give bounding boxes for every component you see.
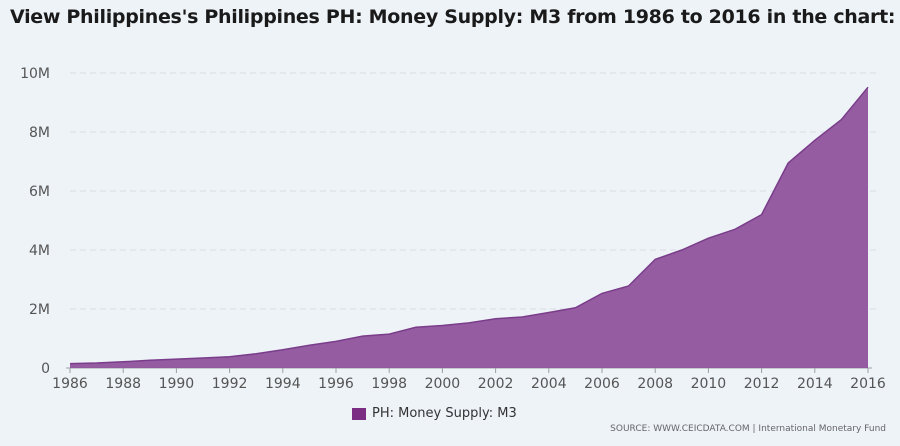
- data-point[interactable]: [120, 359, 126, 365]
- data-point[interactable]: [705, 235, 711, 241]
- data-point[interactable]: [812, 137, 818, 143]
- x-tick-label: 2000: [425, 376, 461, 392]
- data-point[interactable]: [94, 360, 100, 366]
- y-tick-label: 6M: [29, 184, 50, 200]
- data-point[interactable]: [679, 247, 685, 253]
- source-note: SOURCE: WWW.CEICDATA.COM | International…: [610, 424, 886, 434]
- y-tick-label: 0: [41, 361, 50, 377]
- x-tick-label: 2016: [850, 376, 886, 392]
- legend[interactable]: PH: Money Supply: M3: [352, 406, 517, 421]
- data-point[interactable]: [759, 212, 765, 218]
- x-tick-label: 1992: [212, 376, 248, 392]
- series-area: [67, 84, 871, 368]
- data-point[interactable]: [227, 354, 233, 360]
- y-tick-label: 8M: [29, 125, 50, 141]
- data-point[interactable]: [652, 256, 658, 262]
- legend-swatch: [352, 407, 366, 420]
- data-point[interactable]: [200, 355, 206, 361]
- x-tick-label: 1994: [265, 376, 301, 392]
- data-point[interactable]: [572, 305, 578, 311]
- data-point[interactable]: [732, 226, 738, 232]
- series-area-fill[interactable]: [70, 87, 868, 368]
- data-point[interactable]: [67, 361, 73, 367]
- data-point[interactable]: [333, 338, 339, 344]
- data-point[interactable]: [838, 117, 844, 123]
- x-tick-label: 2006: [584, 376, 620, 392]
- legend-label: PH: Money Supply: M3: [372, 406, 517, 421]
- data-point[interactable]: [785, 160, 791, 166]
- x-tick-label: 1988: [105, 376, 141, 392]
- x-axis-ticks: 1986 1988 1990 1992 1994 1996 1998 2000 2002 2004…: [52, 368, 886, 392]
- y-tick-label: 4M: [29, 243, 50, 259]
- page-title: View Philippines's Philippines PH: Money…: [10, 6, 896, 28]
- data-point[interactable]: [466, 320, 472, 326]
- x-tick-label: 1986: [52, 376, 88, 392]
- data-point[interactable]: [519, 314, 525, 320]
- data-point[interactable]: [173, 356, 179, 362]
- y-axis-ticks: 0 2M 4M 6M 8M 10M: [20, 66, 50, 377]
- x-tick-label: 2004: [531, 376, 567, 392]
- data-point[interactable]: [386, 331, 392, 337]
- data-point[interactable]: [280, 347, 286, 353]
- data-point[interactable]: [413, 324, 419, 330]
- data-point[interactable]: [493, 316, 499, 322]
- x-tick-label: 2012: [744, 376, 780, 392]
- x-tick-label: 2002: [478, 376, 514, 392]
- x-tick-label: 1996: [318, 376, 354, 392]
- data-point[interactable]: [147, 357, 153, 363]
- data-point[interactable]: [360, 333, 366, 339]
- data-point[interactable]: [865, 84, 871, 90]
- data-point[interactable]: [439, 323, 445, 329]
- x-tick-label: 1998: [371, 376, 407, 392]
- series-line: [69, 86, 869, 365]
- data-point[interactable]: [546, 310, 552, 316]
- x-tick-label: 2014: [797, 376, 833, 392]
- x-tick-label: 1990: [159, 376, 195, 392]
- data-point[interactable]: [306, 342, 312, 348]
- data-point[interactable]: [626, 283, 632, 289]
- data-point[interactable]: [253, 351, 259, 357]
- y-tick-label: 10M: [20, 66, 50, 82]
- x-tick-label: 2008: [637, 376, 673, 392]
- y-tick-label: 2M: [29, 302, 50, 318]
- data-point[interactable]: [599, 290, 605, 296]
- x-tick-label: 2010: [691, 376, 727, 392]
